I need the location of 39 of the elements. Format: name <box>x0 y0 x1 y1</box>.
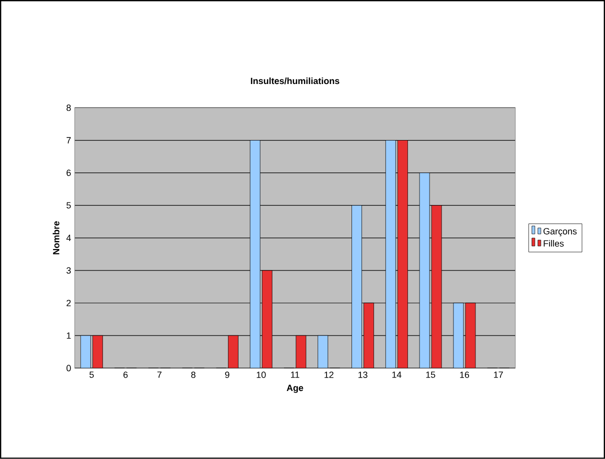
y-tick-label: 3 <box>66 267 71 274</box>
bar <box>92 335 103 368</box>
bar <box>397 140 408 368</box>
x-tick-label: 5 <box>90 372 94 378</box>
x-tick-label: 10 <box>256 372 266 378</box>
bar <box>318 335 328 368</box>
x-tick-label: 9 <box>225 372 230 378</box>
y-tick-label: 8 <box>66 104 71 112</box>
bar <box>364 302 374 368</box>
bar <box>80 335 91 368</box>
y-axis-title: Nombre <box>52 221 60 254</box>
y-tick-label: 2 <box>66 300 71 306</box>
legend-label: Filles <box>544 240 564 247</box>
bar <box>228 335 238 368</box>
x-tick-label: 6 <box>124 372 128 378</box>
y-tick-label: 6 <box>66 170 71 176</box>
x-tick-label: 17 <box>494 372 503 378</box>
legend-label: Garçons <box>544 228 577 236</box>
bar <box>262 270 272 368</box>
bar <box>431 205 442 368</box>
chart-title: Insultes/humiliations <box>250 78 340 84</box>
x-tick-label: 11 <box>291 372 300 378</box>
x-tick-label: 16 <box>460 372 470 378</box>
y-tick-label: 1 <box>66 332 71 339</box>
bar <box>250 140 260 368</box>
y-tick-label: 5 <box>66 202 71 209</box>
x-tick-label: 12 <box>324 372 334 378</box>
bar <box>352 205 362 368</box>
x-tick-label: 7 <box>157 372 162 378</box>
bar <box>385 140 396 368</box>
x-tick-label: 13 <box>358 372 368 378</box>
bar <box>419 172 430 368</box>
x-axis-title: Age <box>286 384 304 393</box>
x-tick-label: 14 <box>392 372 402 378</box>
x-tick-label: 8 <box>191 372 196 378</box>
x-tick-label: 15 <box>426 372 436 378</box>
y-tick-label: 4 <box>66 234 71 242</box>
y-tick-label: 7 <box>66 137 71 144</box>
y-tick-label: 0 <box>66 364 71 372</box>
